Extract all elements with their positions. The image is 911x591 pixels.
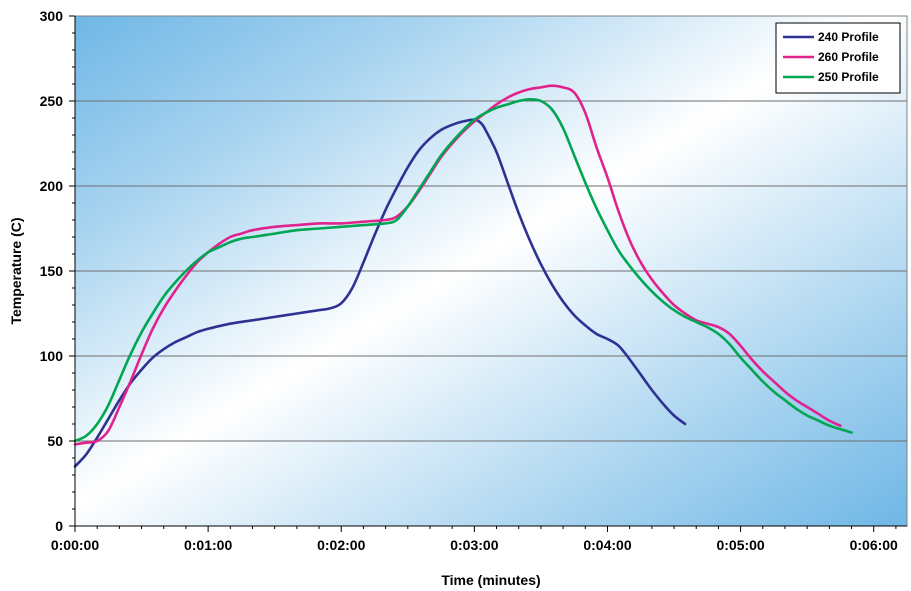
x-tick-label: 0:04:00 (583, 537, 631, 553)
y-tick-label: 200 (40, 178, 64, 194)
x-tick-labels: 0:00:00 0:01:00 0:02:00 0:03:00 0:04:00 0:05:… (51, 537, 898, 553)
legend-label-260-profile: 260 Profile (818, 50, 879, 64)
x-tick-label: 0:06:00 (850, 537, 898, 553)
legend-label-240-profile: 240 Profile (818, 30, 879, 44)
y-tick-label: 300 (40, 8, 64, 24)
y-tick-label: 150 (40, 263, 64, 279)
tick-marks (69, 15, 897, 532)
x-tick-label: 0:05:00 (716, 537, 764, 553)
y-tick-label: 100 (40, 348, 64, 364)
x-tick-label: 0:02:00 (317, 537, 365, 553)
series-line-250-profile (73, 98, 853, 443)
x-tick-label: 0:00:00 (51, 537, 99, 553)
y-axis-title: Temperature (C) (8, 217, 24, 324)
y-tick-label: 0 (55, 518, 63, 534)
y-tick-label: 50 (47, 433, 63, 449)
x-axis-title: Time (minutes) (441, 572, 540, 588)
gridlines (75, 100, 907, 442)
y-tick-labels: 0 50 100 150 200 250 300 (40, 8, 64, 534)
y-tick-label: 250 (40, 93, 64, 109)
series-line-240-profile (73, 118, 687, 468)
series-lines (73, 84, 853, 468)
x-tick-label: 0:01:00 (184, 537, 232, 553)
legend: 240 Profile 260 Profile 250 Profile (775, 22, 901, 94)
legend-label-250-profile: 250 Profile (818, 70, 879, 84)
x-tick-label: 0:03:00 (450, 537, 498, 553)
series-line-260-profile (73, 84, 842, 446)
